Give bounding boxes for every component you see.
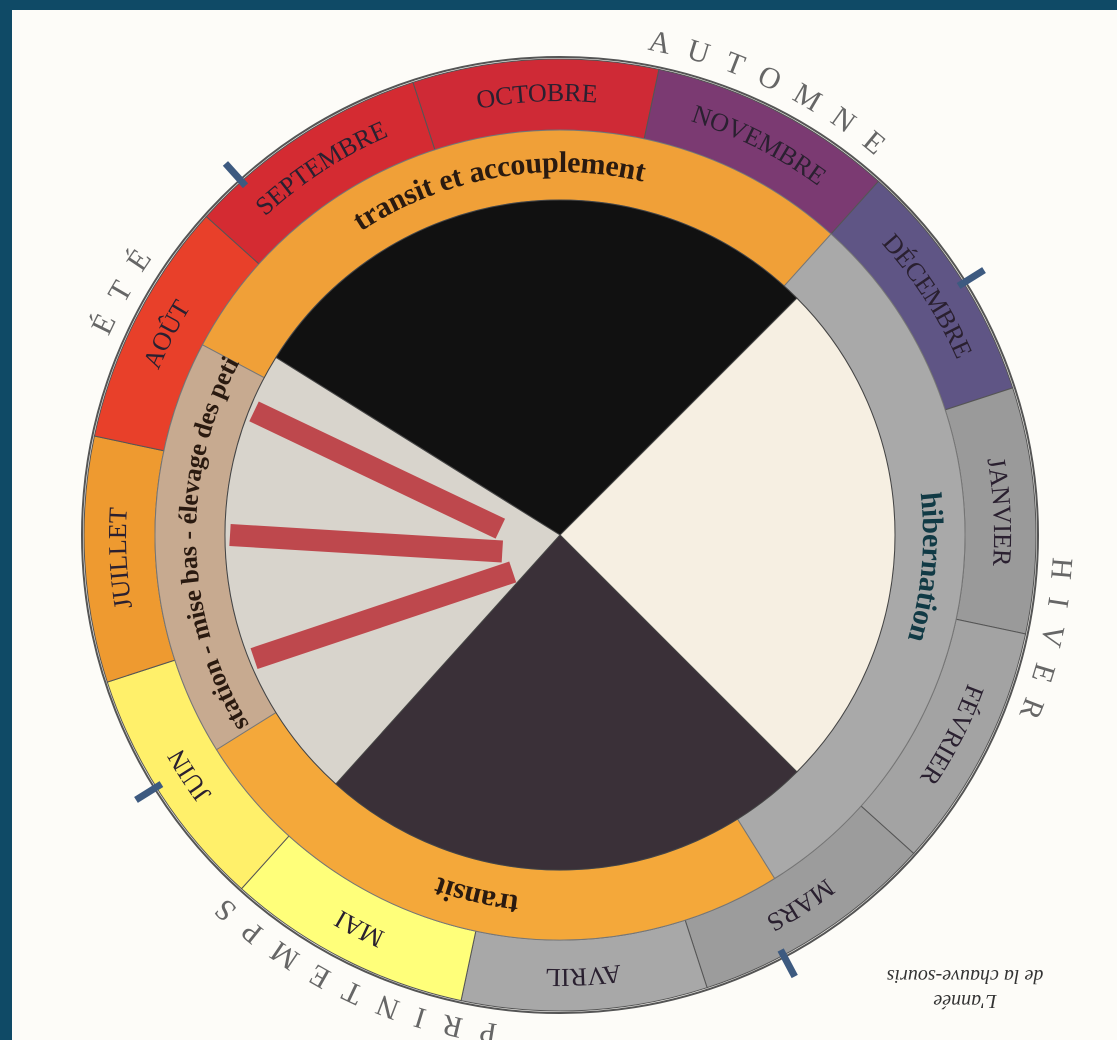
border-left (0, 0, 12, 1040)
caption-line: L'année (933, 990, 997, 1012)
border-top (0, 0, 1117, 10)
diagram: OCTOBRENOVEMBREDÉCEMBREJANVIERFÉVRIERMAR… (0, 0, 1117, 1040)
month-label-path: AVRIL (545, 959, 623, 992)
month-label: AVRIL (545, 959, 623, 992)
caption-line: de la chauve-souris (886, 965, 1043, 987)
page: OCTOBRENOVEMBREDÉCEMBREJANVIERFÉVRIERMAR… (0, 0, 1117, 1040)
